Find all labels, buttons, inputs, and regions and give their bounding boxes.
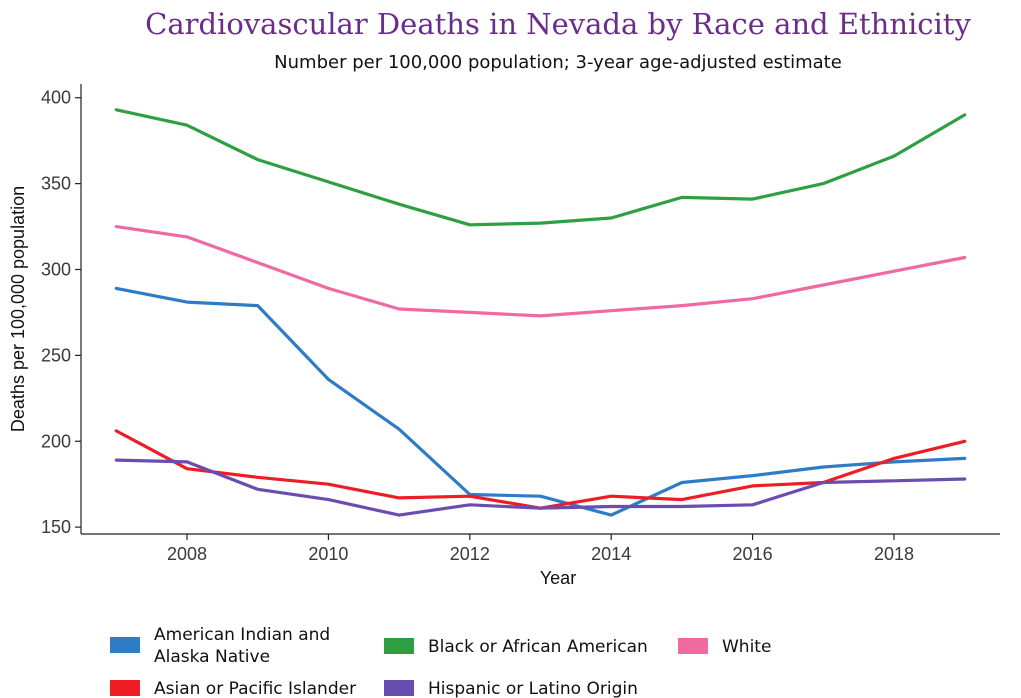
- axes: 150 200 250 300 350 400 2008 2010 2012 2014 2016 20…: [41, 84, 1000, 564]
- legend-swatch: [110, 680, 140, 696]
- series-line-hispanic-or-latino-origin: [114, 458, 967, 517]
- legend-label: Alaska Native: [154, 647, 270, 667]
- legend-swatch: [678, 638, 708, 654]
- legend-swatch: [384, 680, 414, 696]
- legend-label: American Indian and: [154, 625, 330, 645]
- series-lines: [114, 108, 967, 517]
- legend-item-black-or-african-american: Black or African American: [384, 637, 648, 657]
- x-tick-label: 2010: [308, 544, 348, 564]
- series-line-american-indian-and-alaska-native: [114, 286, 967, 517]
- y-tick-label: 350: [41, 174, 71, 194]
- series-line-black-or-african-american: [114, 108, 967, 227]
- y-tick-label: 400: [41, 88, 71, 108]
- legend-label: Asian or Pacific Islander: [154, 679, 356, 698]
- chart-subtitle: Number per 100,000 population; 3-year ag…: [274, 52, 842, 73]
- y-axis-label: Deaths per 100,000 population: [8, 186, 28, 432]
- x-axis-label: Year: [540, 568, 576, 588]
- legend-swatch: [110, 637, 140, 653]
- legend-item-asian-or-pacific-islander: Asian or Pacific Islander: [110, 679, 356, 698]
- legend-swatch: [384, 638, 414, 654]
- legend-item-hispanic-or-latino-origin: Hispanic or Latino Origin: [384, 679, 638, 698]
- x-tick-label: 2012: [450, 544, 490, 564]
- x-tick-label: 2016: [733, 544, 773, 564]
- y-tick-label: 300: [41, 259, 71, 279]
- y-tick-label: 150: [41, 517, 71, 537]
- x-tick-label: 2018: [874, 544, 914, 564]
- legend-label: Black or African American: [428, 637, 648, 657]
- legend-item-white: White: [678, 637, 771, 657]
- x-tick-label: 2008: [167, 544, 207, 564]
- chart-title: Cardiovascular Deaths in Nevada by Race …: [145, 7, 971, 41]
- legend-label: Hispanic or Latino Origin: [428, 679, 638, 698]
- legend-label: White: [722, 637, 771, 657]
- y-tick-label: 250: [41, 345, 71, 365]
- x-tick-label: 2014: [591, 544, 631, 564]
- y-tick-label: 200: [41, 431, 71, 451]
- series-line-white: [114, 225, 967, 318]
